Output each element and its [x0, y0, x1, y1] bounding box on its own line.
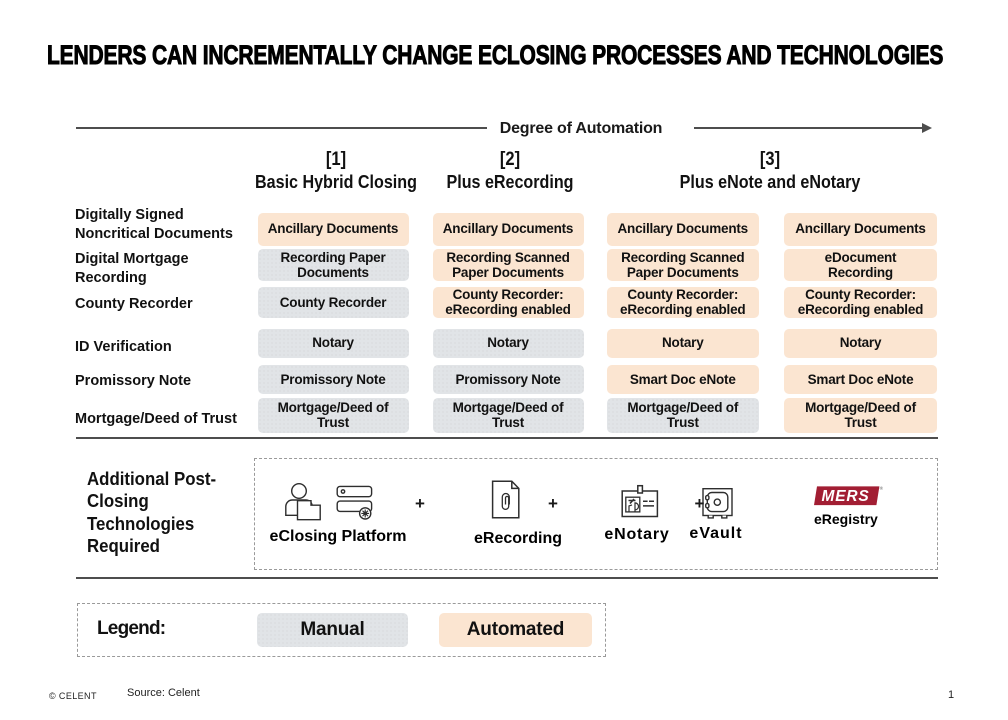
svg-text:®: ®: [880, 485, 884, 491]
svg-text:MERS: MERS: [822, 488, 870, 505]
